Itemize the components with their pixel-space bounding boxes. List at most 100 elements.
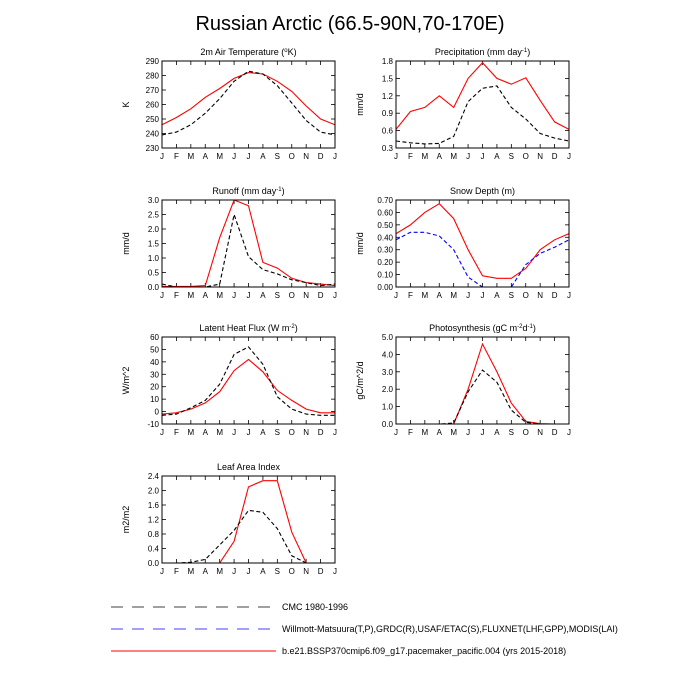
x-tick-label: J	[247, 152, 251, 161]
legend-label-model: b.e21.BSSP370cmip6.f09_g17.pacemaker_pac…	[282, 646, 566, 656]
y-tick-label: 10	[150, 395, 159, 404]
x-tick-label: D	[552, 152, 558, 161]
x-tick-label: O	[523, 152, 529, 161]
x-tick-label: J	[247, 291, 251, 300]
x-tick-label: M	[216, 567, 223, 576]
panel-title: Precipitation (mm day-1)	[435, 47, 530, 57]
y-tick-label: 0.4	[148, 545, 160, 554]
panel-title-superscript: -1	[528, 324, 534, 330]
x-tick-label: M	[187, 567, 194, 576]
x-tick-label: D	[318, 291, 324, 300]
y-tick-label: 30	[150, 370, 159, 379]
x-tick-label: J	[466, 152, 470, 161]
x-tick-label: M	[187, 428, 194, 437]
x-tick-label: J	[160, 291, 164, 300]
x-tick-label: A	[203, 291, 209, 300]
y-tick-label: 0.60	[377, 208, 393, 217]
x-tick-label: F	[174, 428, 179, 437]
plot-frame	[161, 60, 336, 149]
y-tick-label: 1.0	[382, 403, 394, 412]
legend: CMC 1980-1996 Willmott-Matsuura(T,P),GRDC…	[111, 602, 618, 656]
x-tick-label: J	[333, 291, 337, 300]
panel-title-superscript: o	[284, 48, 288, 54]
y-tick-label: 250	[146, 115, 160, 124]
y-tick-label: 0.0	[148, 559, 160, 568]
y-tick-label: 0.00	[377, 283, 393, 292]
x-tick-label: A	[203, 567, 209, 576]
x-tick-label: A	[260, 428, 266, 437]
y-tick-label: 1.8	[382, 57, 394, 66]
x-tick-label: J	[160, 567, 164, 576]
x-tick-label: M	[421, 428, 428, 437]
x-tick-label: J	[333, 567, 337, 576]
y-tick-label: 0.3	[382, 144, 394, 153]
panel-title-text: Snow Depth (m)	[450, 186, 515, 196]
x-tick-label: F	[174, 291, 179, 300]
x-tick-label: J	[333, 428, 337, 437]
y-tick-label: 3.0	[382, 368, 394, 377]
y-axis-label: mm/d	[355, 93, 365, 116]
y-tick-label: 0.10	[377, 271, 393, 280]
panel-title-text: Leaf Area Index	[217, 462, 281, 472]
x-tick-label: O	[289, 428, 295, 437]
x-tick-label: J	[567, 428, 571, 437]
series-line-obs	[162, 346, 335, 416]
plot-frame	[161, 336, 336, 425]
series-line-model	[396, 342, 569, 424]
x-tick-label: N	[537, 291, 543, 300]
y-axis-label: m2/m2	[121, 506, 131, 534]
x-tick-label: J	[394, 152, 398, 161]
x-tick-label: F	[408, 152, 413, 161]
y-tick-label: 0.8	[148, 530, 160, 539]
panel-title-unit: )	[527, 47, 530, 57]
series-line-obs	[162, 212, 335, 287]
x-tick-label: M	[216, 291, 223, 300]
panel-title: Runoff (mm day-1)	[212, 186, 284, 196]
panel-title: Photosynthesis (gC m-2d-1)	[429, 323, 536, 333]
panel-title-text: 2m Air Temperature (	[200, 47, 284, 57]
x-tick-label: S	[275, 291, 280, 300]
panel-precip: Precipitation (mm day-1) mm/d 0.3 0.6 0.9 1.2…	[355, 47, 571, 161]
x-tick-label: O	[289, 152, 295, 161]
x-tick-label: J	[232, 291, 236, 300]
x-tick-label: J	[247, 567, 251, 576]
x-tick-label: S	[509, 291, 514, 300]
series-line-model	[396, 203, 569, 279]
plot-frame	[161, 199, 336, 288]
y-tick-label: 0.0	[382, 420, 394, 429]
x-tick-label: S	[509, 428, 514, 437]
y-tick-label: 5.0	[382, 333, 394, 342]
plot-frame	[161, 475, 336, 564]
x-tick-label: D	[318, 567, 324, 576]
x-tick-label: J	[466, 291, 470, 300]
y-tick-label: 0.50	[377, 221, 393, 230]
y-tick-label: 1.2	[382, 92, 394, 101]
x-tick-label: M	[187, 152, 194, 161]
x-tick-label: A	[260, 567, 266, 576]
series-line-obs	[396, 369, 569, 424]
x-tick-label: J	[567, 291, 571, 300]
panel-title: Latent Heat Flux (W m-2)	[199, 323, 297, 333]
y-tick-label: 280	[146, 72, 160, 81]
series-line-model	[396, 61, 569, 130]
y-tick-label: 60	[150, 333, 159, 342]
x-tick-label: J	[160, 428, 164, 437]
x-tick-label: M	[450, 152, 457, 161]
x-tick-label: O	[289, 567, 295, 576]
panel-title: Leaf Area Index	[217, 462, 281, 472]
panel-title-superscript: -1	[276, 187, 282, 193]
x-tick-label: D	[318, 152, 324, 161]
x-tick-label: J	[232, 152, 236, 161]
x-tick-label: A	[260, 291, 266, 300]
panel-title-text: Runoff (mm day	[212, 186, 276, 196]
panel-air-temp: 2m Air Temperature (oK) K 230 240 250 260 270 2…	[121, 47, 337, 161]
x-tick-label: N	[303, 291, 309, 300]
panel-snow-depth: Snow Depth (m) mm/d 0.00 0.10 0.20 0.30 0.40 0.…	[355, 186, 571, 300]
x-tick-label: J	[481, 428, 485, 437]
panel-runoff: Runoff (mm day-1) mm/d 0.0 0.5 1.0 1.5 2.0 2.5 3…	[121, 186, 337, 300]
x-tick-label: A	[203, 428, 209, 437]
legend-label-obs2: Willmott-Matsuura(T,P),GRDC(R),USAF/ETAC…	[282, 624, 618, 634]
y-tick-label: 0.40	[377, 233, 393, 242]
x-tick-label: M	[421, 291, 428, 300]
